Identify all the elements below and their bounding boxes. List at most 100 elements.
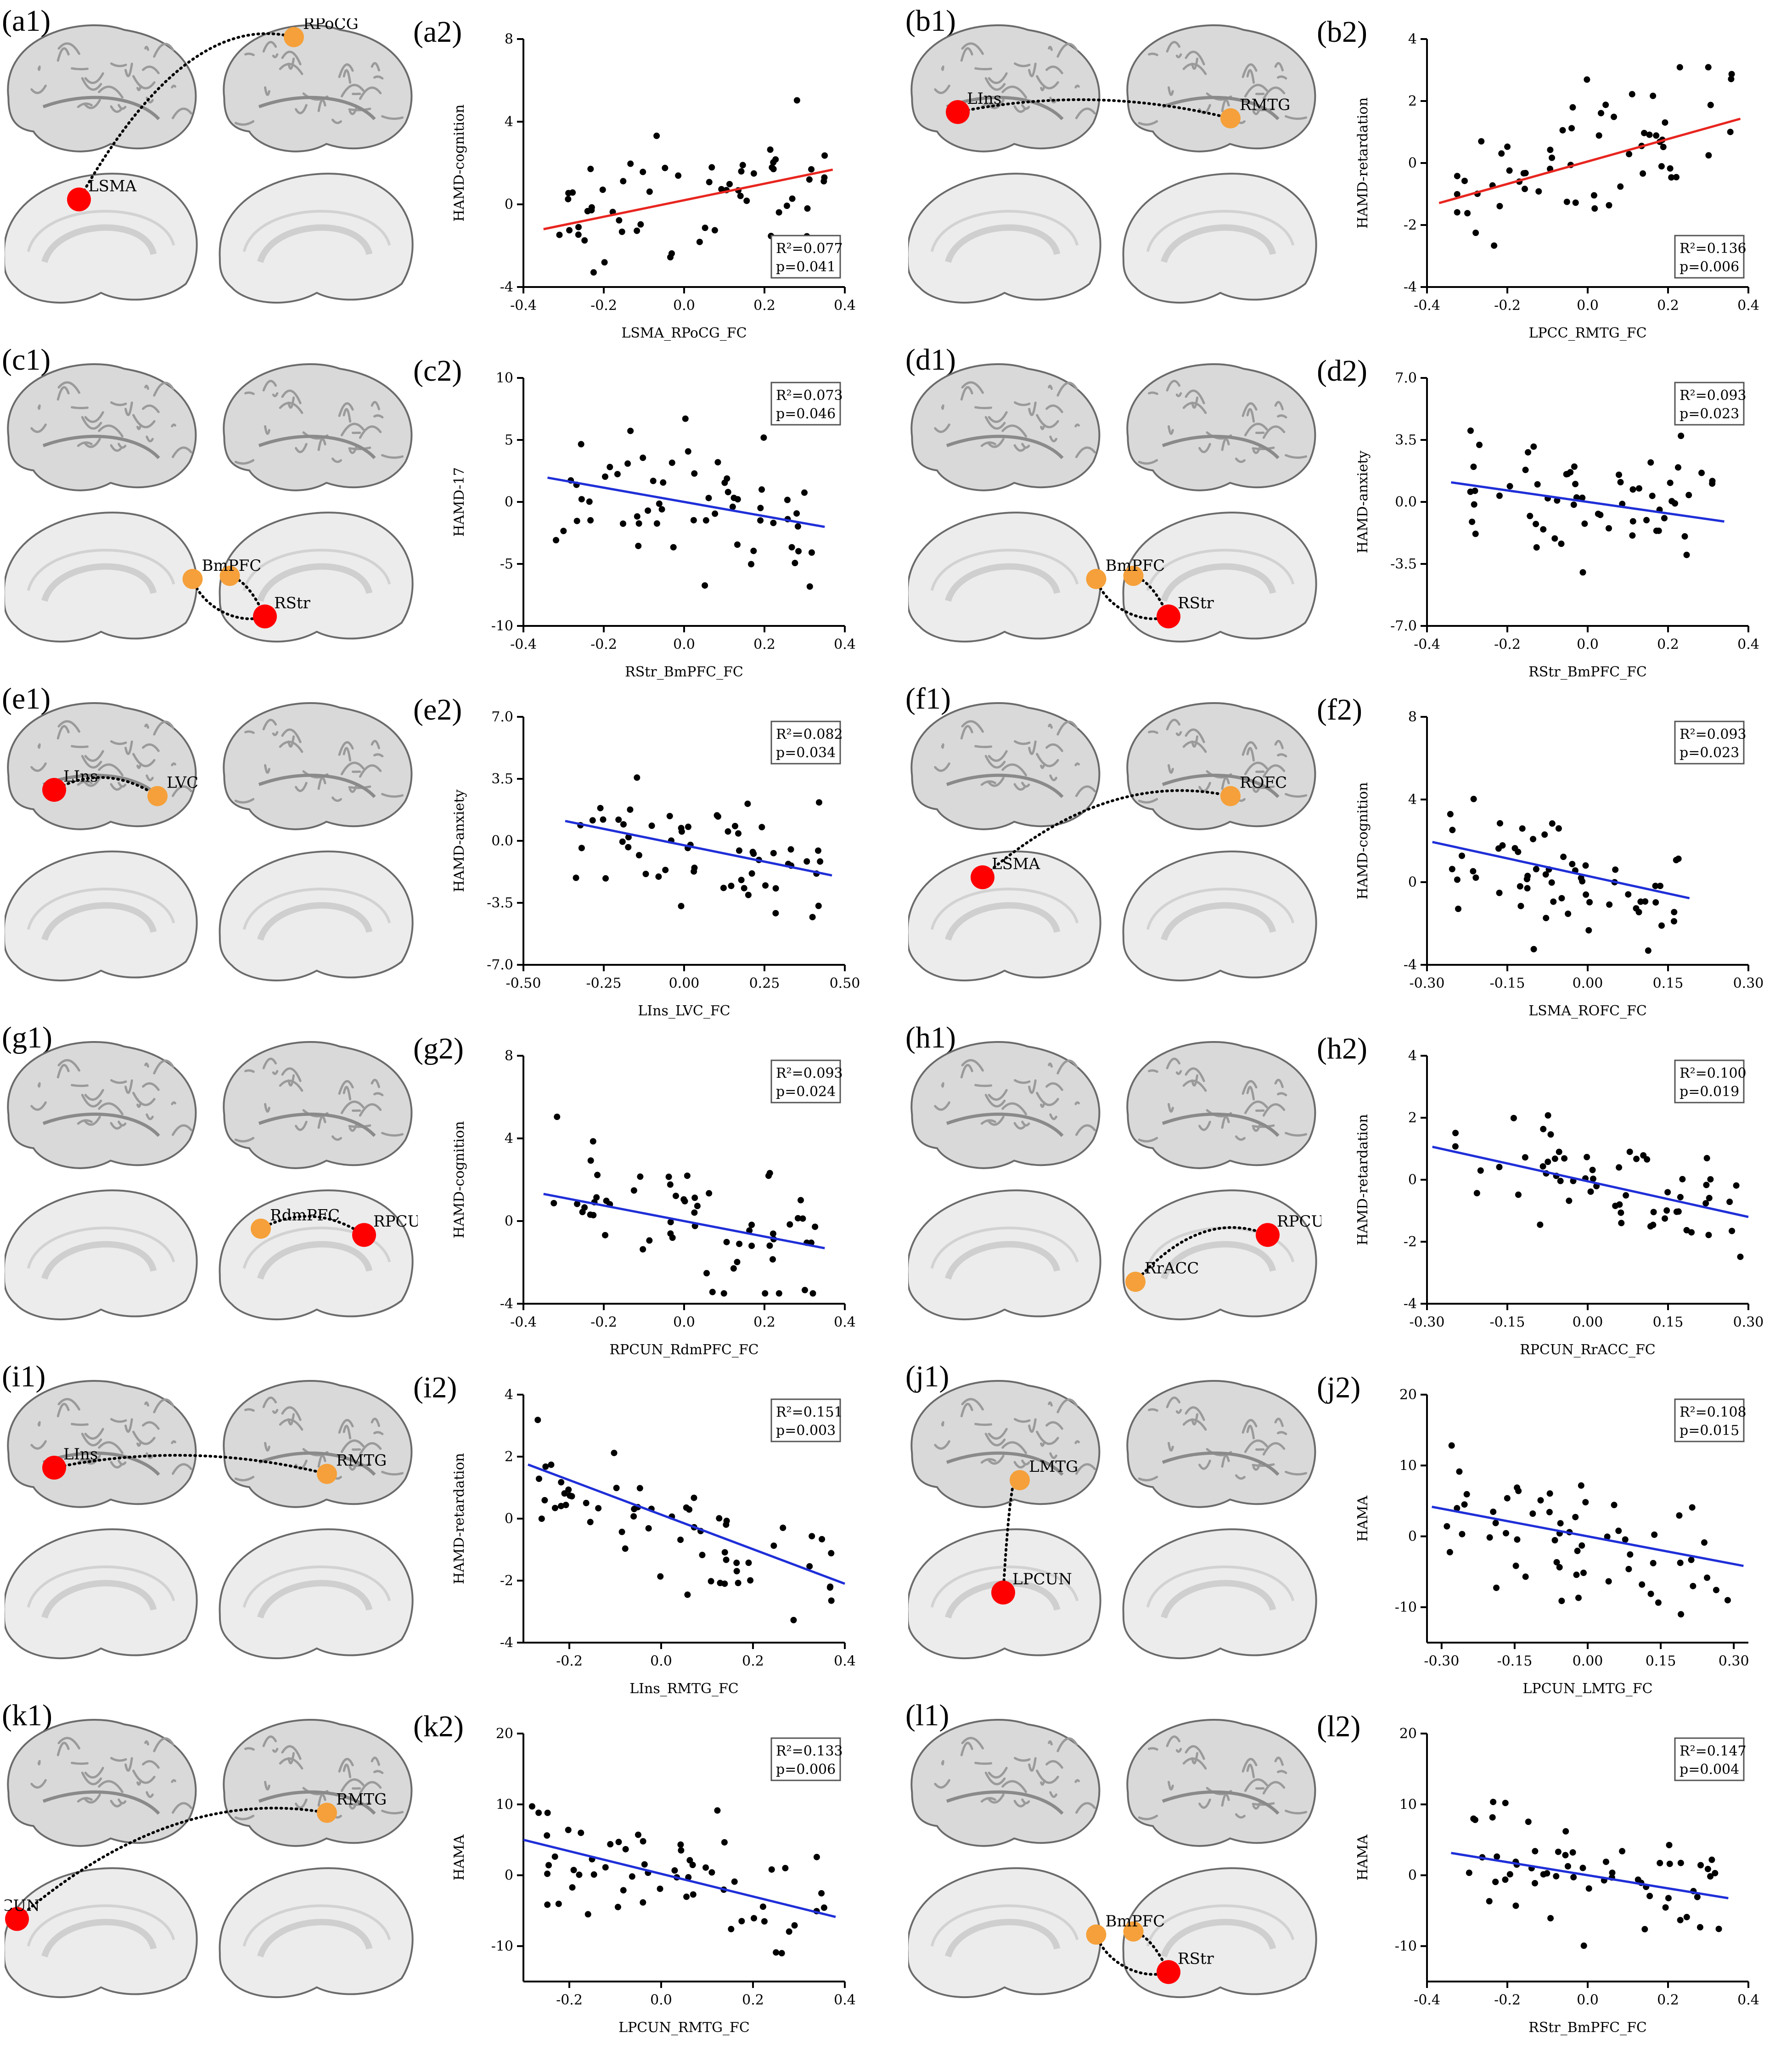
data-point	[1459, 1531, 1465, 1537]
data-point	[1544, 1870, 1550, 1876]
data-point	[536, 1475, 542, 1482]
data-point	[600, 816, 606, 823]
data-point	[1557, 1520, 1564, 1526]
seed-node	[1220, 786, 1241, 806]
data-point	[1616, 1164, 1622, 1171]
data-point	[1529, 1510, 1536, 1517]
data-point	[1606, 1578, 1612, 1585]
data-point	[1623, 1192, 1629, 1199]
data-point	[1706, 1195, 1713, 1201]
data-point	[640, 455, 646, 461]
p-value: p=0.015	[1680, 1423, 1739, 1439]
data-point	[1470, 868, 1476, 874]
node-label: RStr	[1178, 594, 1214, 612]
data-point	[1666, 1842, 1672, 1848]
data-point	[788, 846, 794, 853]
node-label: BmPFC	[202, 557, 262, 575]
data-point	[575, 231, 582, 238]
data-point	[714, 812, 720, 819]
data-point	[702, 225, 708, 231]
data-point	[1522, 1154, 1528, 1160]
data-point	[1596, 132, 1602, 139]
r-squared-value: R²=0.151	[776, 1404, 843, 1420]
brain-surface	[1127, 703, 1315, 829]
data-point	[735, 496, 741, 502]
data-point	[602, 473, 608, 480]
data-point	[1543, 871, 1549, 878]
data-point	[735, 830, 742, 837]
data-point	[828, 1598, 835, 1604]
data-point	[732, 823, 738, 829]
y-tick-label: 7.0	[1395, 370, 1417, 386]
data-point	[818, 1890, 825, 1897]
data-point	[613, 1485, 620, 1491]
data-point	[757, 517, 764, 524]
data-point	[1545, 1159, 1551, 1165]
data-point	[1570, 1849, 1576, 1856]
y-tick-label: 4	[505, 1131, 513, 1147]
data-point	[1550, 898, 1556, 905]
x-tick-label: -0.4	[510, 298, 537, 314]
data-point	[773, 885, 779, 891]
data-point	[1491, 242, 1497, 249]
data-point	[1726, 1199, 1733, 1205]
data-point	[650, 478, 657, 484]
data-point	[1705, 1866, 1711, 1872]
sulcus-line	[1149, 1748, 1157, 1750]
data-point	[1591, 205, 1598, 212]
data-point	[1597, 512, 1603, 518]
data-point	[1573, 1571, 1580, 1578]
target-node	[1157, 1960, 1180, 1984]
data-point	[677, 1537, 684, 1543]
y-tick-label: 0	[1408, 874, 1417, 890]
y-tick-label: 0	[1408, 1529, 1417, 1545]
brain-svg: RMTGLPCUN	[5, 1713, 418, 2025]
x-tick-label: -0.50	[506, 975, 541, 991]
data-point	[1658, 923, 1665, 929]
target-node	[1256, 1223, 1280, 1247]
data-point	[1647, 459, 1654, 466]
data-point	[1498, 150, 1505, 157]
data-point	[1496, 890, 1503, 896]
data-point	[1713, 1587, 1719, 1593]
data-point	[1515, 1192, 1522, 1198]
data-point	[762, 882, 769, 889]
data-point	[636, 520, 642, 527]
x-tick-label: 0.15	[1653, 1314, 1684, 1330]
data-point	[748, 561, 754, 568]
data-point	[590, 1212, 596, 1218]
data-point	[1547, 1131, 1554, 1137]
data-point	[821, 175, 827, 181]
x-tick-label: 0.4	[1737, 298, 1759, 314]
r-squared-value: R²=0.093	[776, 1065, 843, 1081]
data-point	[748, 1243, 755, 1249]
r-squared-value: R²=0.077	[776, 241, 843, 257]
y-axis-label: HAMD-anxiety	[1355, 450, 1371, 553]
data-point	[723, 1557, 730, 1563]
data-point	[795, 548, 802, 554]
data-point	[1452, 1143, 1459, 1150]
data-point	[730, 1265, 737, 1272]
data-point	[1530, 444, 1537, 450]
data-point	[1679, 1176, 1685, 1182]
seed-node	[147, 786, 168, 806]
y-tick-label: 8	[505, 31, 513, 47]
seed-node	[251, 1219, 271, 1239]
data-point	[1517, 903, 1524, 909]
data-point	[1652, 899, 1659, 906]
y-tick-label: 2	[1408, 93, 1417, 109]
data-point	[1627, 1149, 1633, 1155]
data-point	[622, 1545, 629, 1552]
data-point	[814, 1854, 820, 1860]
brain-diagram: RrACCRPCUN	[908, 1042, 1321, 1319]
data-point	[1633, 1156, 1640, 1162]
p-value: p=0.041	[776, 259, 836, 275]
y-tick-label: -3.5	[487, 895, 513, 911]
brain-surface	[224, 364, 411, 490]
p-value: p=0.006	[1680, 259, 1739, 275]
data-point	[590, 817, 596, 823]
